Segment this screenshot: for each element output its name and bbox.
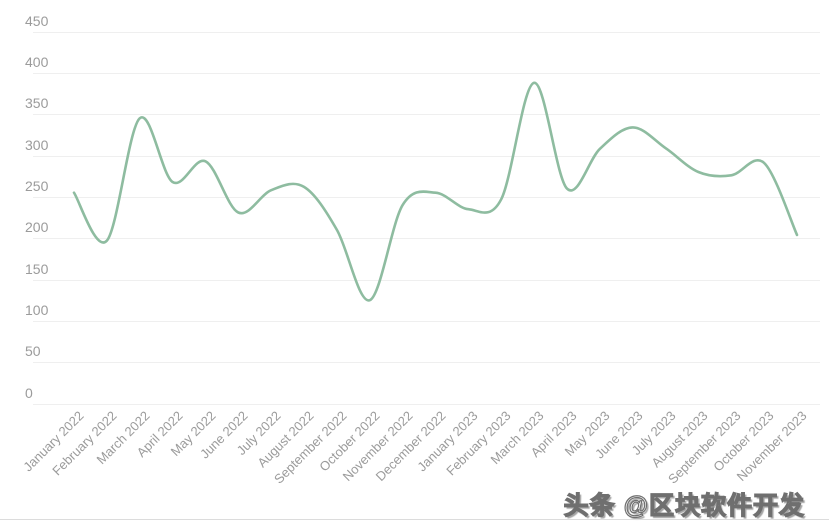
series-line-path — [72, 81, 799, 302]
y-tick-label-350: 350 — [25, 95, 49, 112]
y-tick-label-450: 450 — [25, 12, 49, 29]
gridline-400 — [33, 72, 820, 74]
gridline-300 — [33, 155, 820, 157]
gridline-350 — [33, 114, 820, 116]
bottom-divider — [0, 519, 829, 520]
y-tick-label-250: 250 — [25, 177, 49, 194]
gridline-150 — [33, 279, 820, 281]
gridline-450 — [33, 31, 820, 33]
y-tick-label-100: 100 — [25, 301, 49, 318]
watermark-text: 头条 @区块软件开发 — [563, 491, 805, 520]
gridline-0 — [33, 403, 820, 405]
gridline-200 — [33, 238, 820, 240]
gridline-100 — [33, 320, 820, 322]
y-tick-label-0: 0 — [25, 384, 33, 401]
y-tick-label-150: 150 — [25, 260, 49, 277]
gridline-250 — [33, 196, 820, 198]
y-tick-label-400: 400 — [25, 53, 49, 70]
y-tick-label-200: 200 — [25, 219, 49, 236]
y-tick-label-50: 50 — [25, 343, 41, 360]
gridline-50 — [33, 362, 820, 364]
y-tick-label-300: 300 — [25, 136, 49, 153]
